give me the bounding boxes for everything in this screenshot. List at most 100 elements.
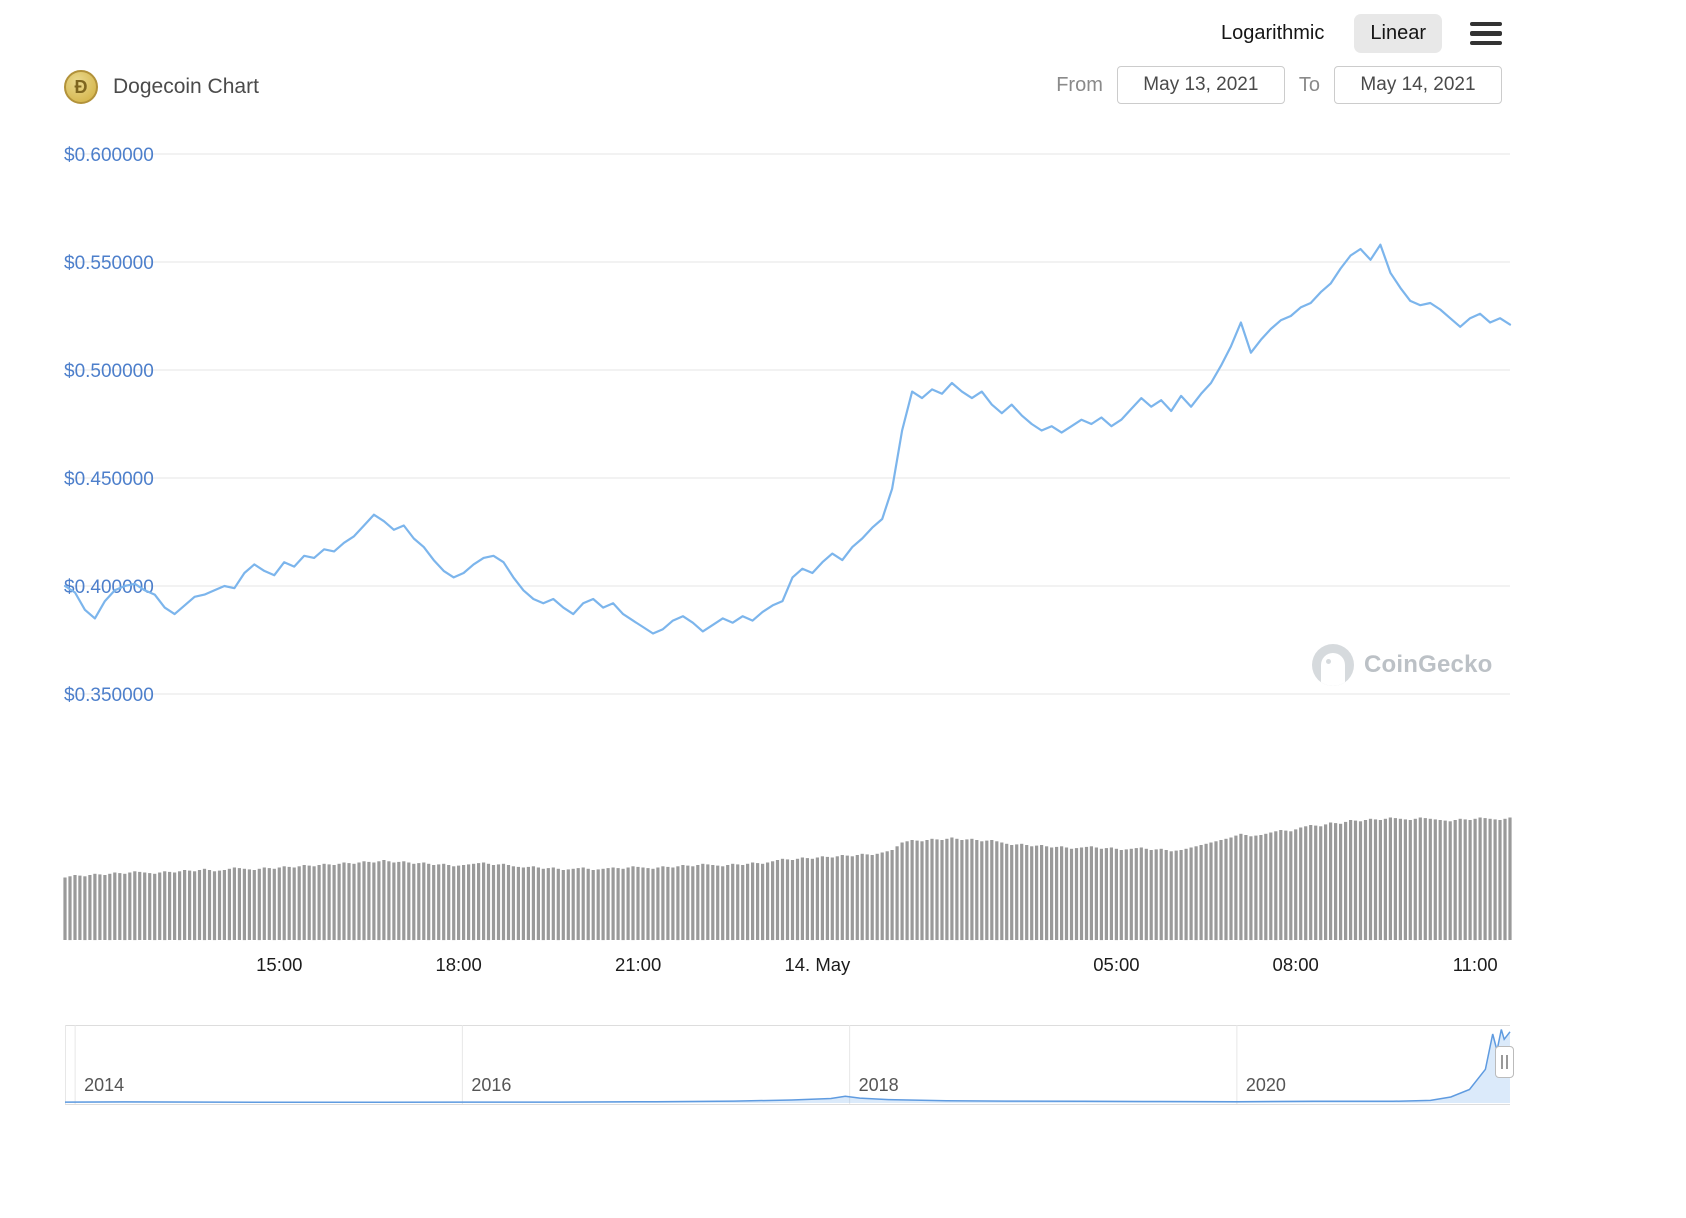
- navigator-handle[interactable]: [1495, 1046, 1514, 1078]
- volume-bar: [457, 865, 461, 940]
- volume-bar: [93, 873, 97, 941]
- volume-bar: [701, 863, 705, 941]
- volume-bar: [1363, 820, 1368, 940]
- volume-bar: [716, 865, 720, 940]
- volume-bar: [462, 865, 466, 940]
- volume-bar: [407, 862, 411, 940]
- page-title: Dogecoin Chart: [113, 75, 259, 98]
- volume-bar: [1443, 820, 1447, 940]
- volume-bar: [596, 869, 600, 940]
- volume-bar: [1204, 843, 1208, 941]
- volume-bar: [696, 865, 700, 940]
- volume-bar: [1000, 842, 1004, 940]
- volume-bar: [895, 846, 899, 941]
- volume-bar: [1284, 830, 1288, 940]
- volume-bar: [761, 863, 765, 941]
- y-axis-tick-label: $0.350000: [64, 685, 154, 706]
- navigator-area: [65, 1029, 1510, 1103]
- volume-bar: [870, 855, 874, 940]
- volume-bar: [1493, 819, 1497, 940]
- volume-bar: [910, 840, 914, 940]
- chart-header: Ð Dogecoin Chart: [64, 70, 259, 104]
- volume-bar: [1169, 851, 1173, 941]
- volume-bar: [1473, 818, 1477, 941]
- volume-bar: [427, 863, 431, 941]
- volume-bar: [1144, 848, 1148, 941]
- volume-bar: [1304, 826, 1308, 941]
- volume-bar: [1448, 821, 1452, 941]
- volume-bar: [1269, 832, 1273, 940]
- volume-bar: [402, 861, 406, 941]
- x-axis-tick-label: 05:00: [1093, 954, 1139, 975]
- dogecoin-icon: Ð: [64, 70, 98, 104]
- volume-bar: [945, 838, 949, 941]
- volume-bar: [646, 868, 650, 940]
- volume-bar: [1040, 845, 1044, 940]
- volume-bar: [242, 868, 246, 941]
- volume-bar: [1294, 829, 1298, 940]
- volume-bar: [661, 866, 665, 941]
- volume-bar: [880, 852, 884, 940]
- volume-bar: [447, 865, 451, 940]
- from-date-input[interactable]: [1116, 66, 1285, 104]
- x-axis-tick-label: 21:00: [615, 954, 661, 975]
- volume-bar: [1124, 849, 1128, 940]
- volume-bar: [1084, 846, 1089, 940]
- volume-bar: [950, 837, 954, 940]
- volume-bar: [292, 867, 296, 940]
- volume-bar: [631, 866, 635, 941]
- volume-bar: [267, 868, 271, 940]
- volume-bar: [925, 840, 929, 940]
- volume-bar: [990, 840, 994, 940]
- y-axis-tick-label: $0.600000: [64, 145, 154, 166]
- volume-bar: [1403, 819, 1407, 940]
- volume-bar: [845, 855, 849, 940]
- volume-bar: [1274, 831, 1278, 941]
- volume-bar: [163, 871, 167, 941]
- volume-bar: [197, 870, 202, 940]
- y-axis-tick-label: $0.500000: [64, 361, 154, 382]
- x-axis-tick-label: 11:00: [1453, 954, 1498, 975]
- volume-bar: [875, 853, 879, 941]
- volume-bar: [1408, 820, 1412, 940]
- volume-bar: [731, 863, 735, 941]
- volume-bar: [88, 875, 92, 940]
- volume-bar: [611, 867, 615, 940]
- volume-bar: [900, 842, 904, 940]
- volume-bar: [965, 839, 969, 940]
- volume-bar: [1139, 847, 1143, 940]
- volume-bar: [556, 868, 560, 941]
- volume-bar: [337, 863, 341, 941]
- volume-bar: [626, 867, 630, 940]
- navigator-year-label: 2016: [471, 1075, 511, 1095]
- volume-bar: [1239, 833, 1243, 941]
- volume-bar: [1428, 818, 1432, 941]
- volume-bar: [1244, 835, 1248, 940]
- menu-icon[interactable]: [1470, 21, 1502, 46]
- volume-bar: [1030, 846, 1034, 941]
- volume-bar: [212, 871, 217, 941]
- logarithmic-toggle[interactable]: Logarithmic: [1221, 22, 1325, 44]
- volume-bar: [1438, 820, 1442, 940]
- volume-bar: [1259, 835, 1263, 940]
- volume-bar: [825, 856, 829, 940]
- volume-bar: [1010, 845, 1014, 940]
- volume-bar: [1334, 823, 1338, 940]
- volume-bar: [317, 865, 321, 940]
- volume-bar: [671, 867, 675, 940]
- volume-bar: [641, 867, 645, 940]
- volume-bar: [1050, 847, 1054, 940]
- volume-bar: [1423, 818, 1427, 940]
- volume-bar: [367, 861, 371, 940]
- volume-bar: [1373, 819, 1378, 940]
- linear-toggle[interactable]: Linear: [1354, 14, 1442, 53]
- volume-bar: [257, 868, 261, 941]
- volume-bar: [252, 870, 256, 940]
- volume-bar: [168, 871, 172, 940]
- volume-bar: [1064, 847, 1069, 940]
- volume-bar: [686, 865, 690, 940]
- volume-bar: [322, 863, 326, 941]
- volume-bar: [885, 851, 889, 941]
- to-date-input[interactable]: [1334, 66, 1502, 104]
